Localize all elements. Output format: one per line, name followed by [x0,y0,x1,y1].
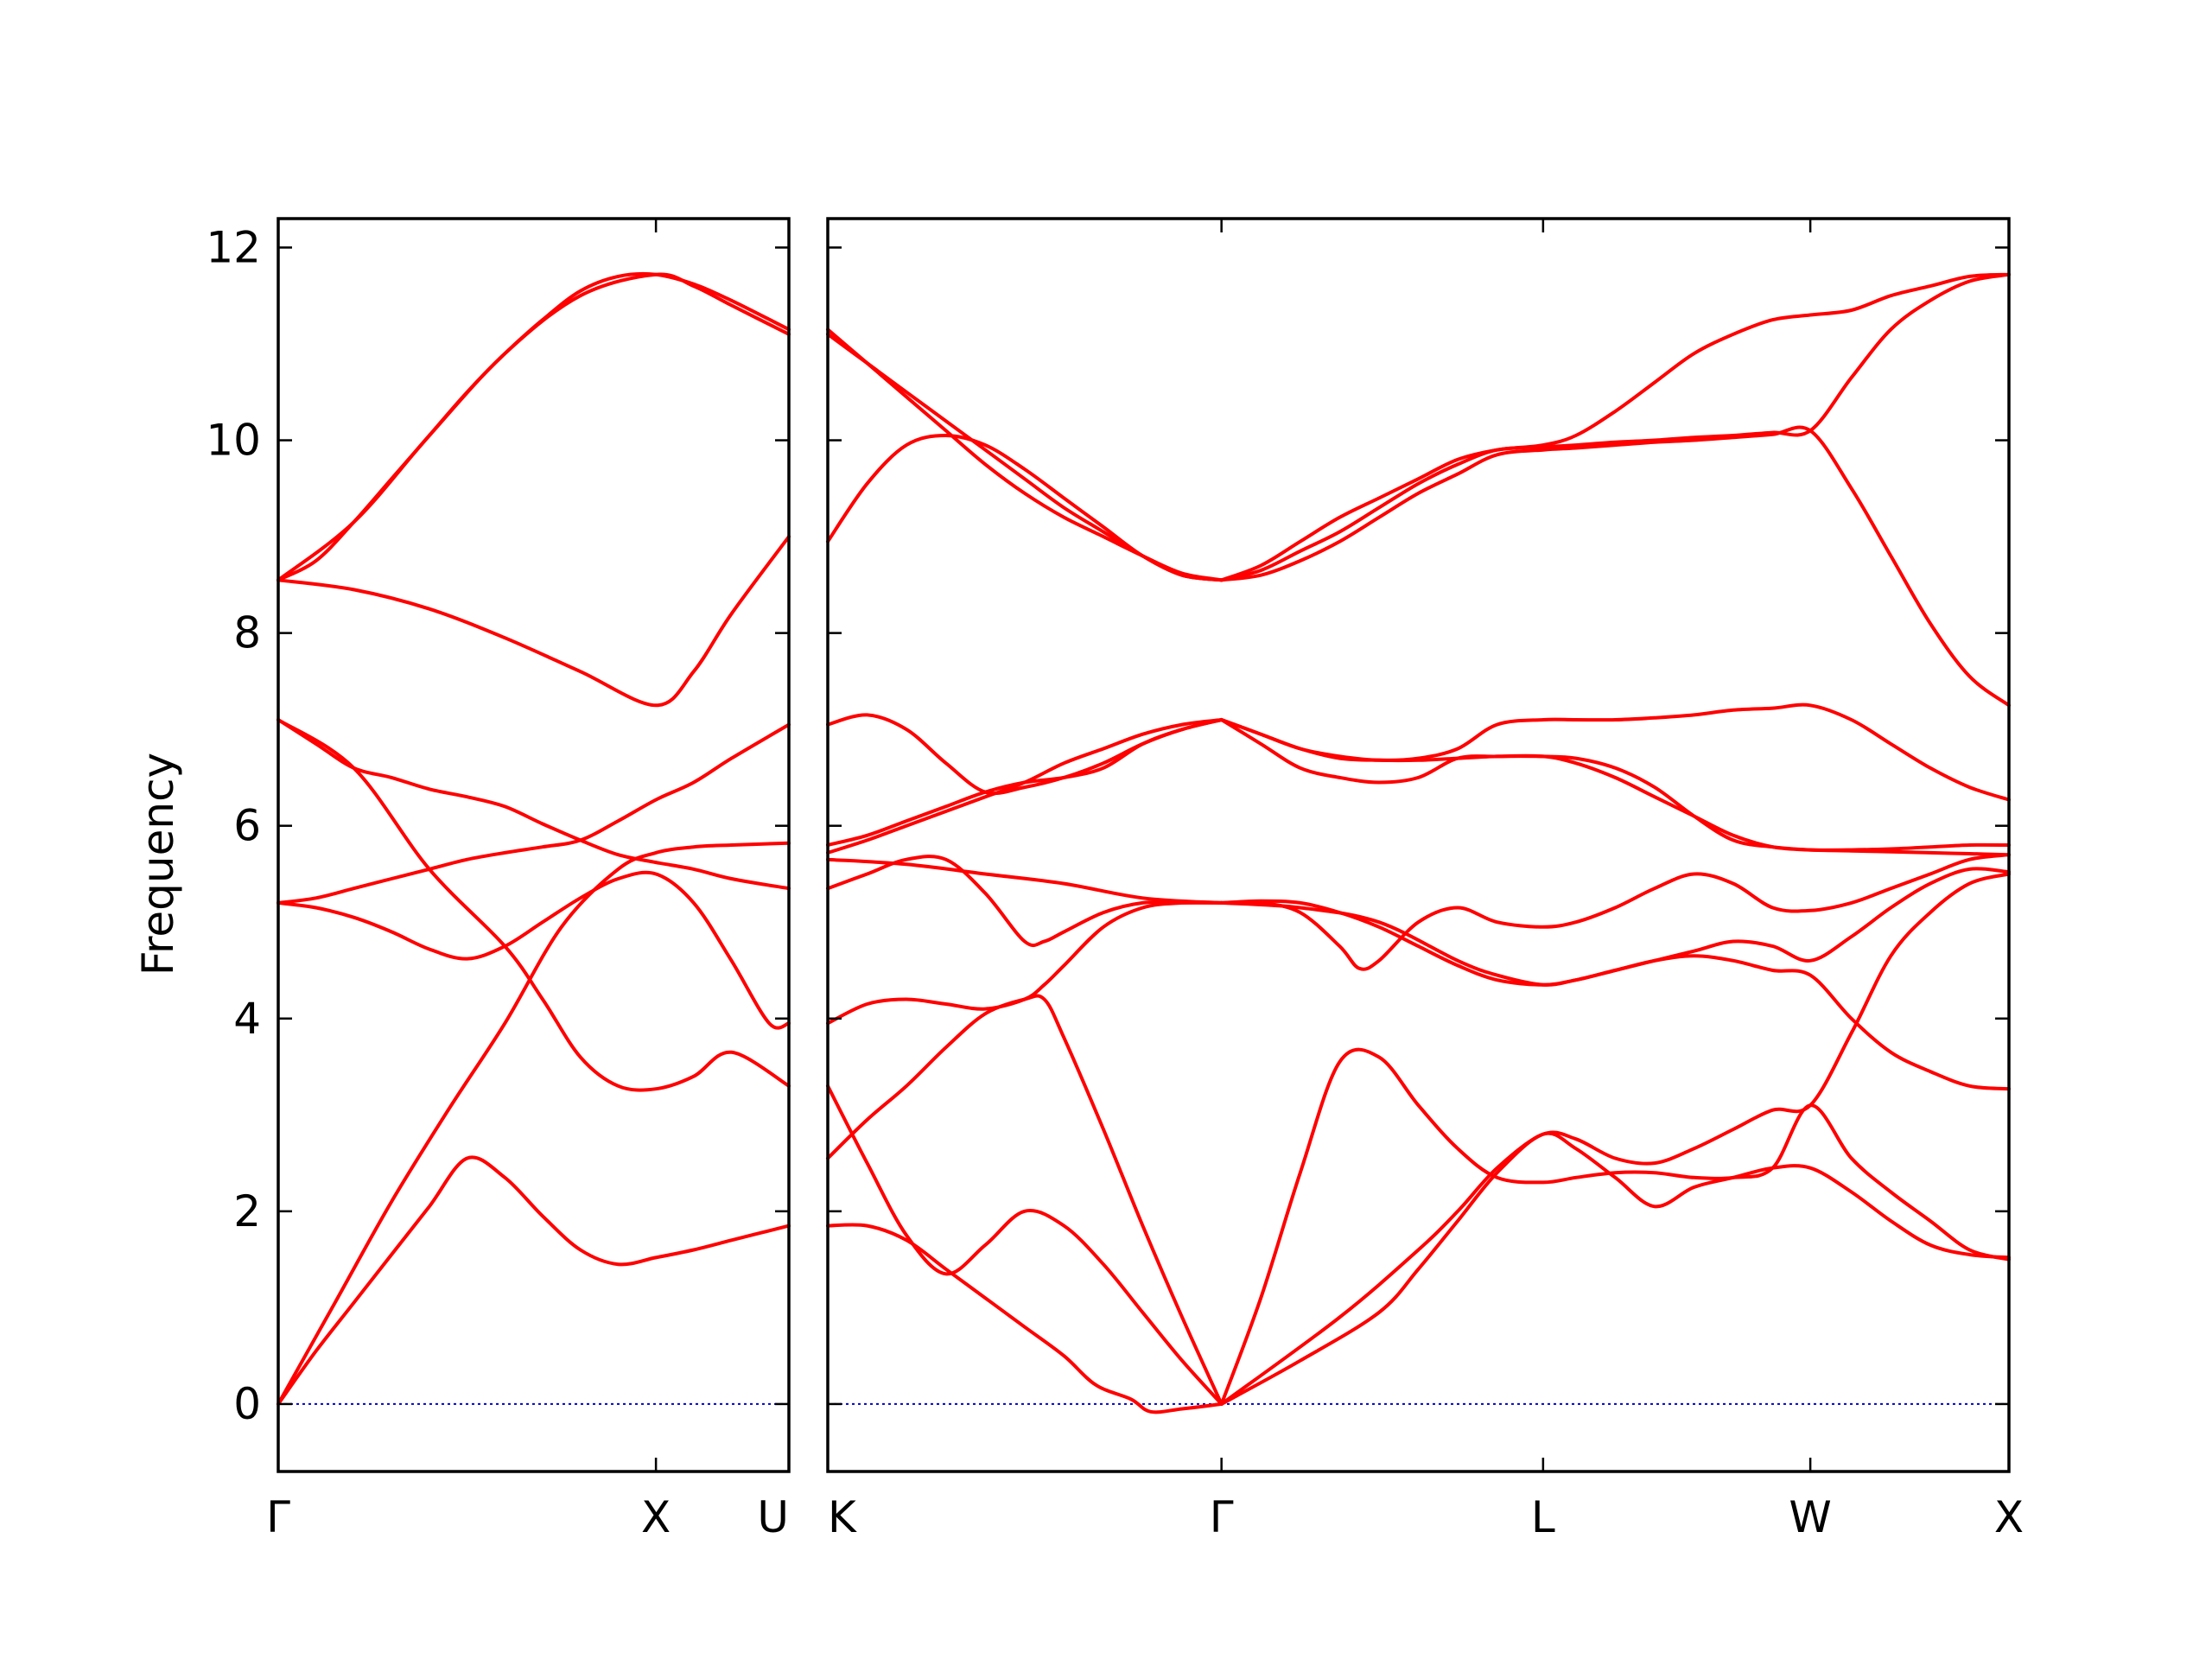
band-line-18 [1219,702,2011,802]
x-tick-label: K [828,1492,857,1542]
band-line-8 [276,271,791,582]
plot-frame [826,217,2011,1473]
y-tick-label: 10 [206,416,261,466]
y-tick-label: 2 [233,1186,261,1236]
x-tick-label: W [1789,1492,1831,1542]
band-line-10 [1219,853,2011,971]
band-line-19 [826,434,1224,582]
band-line-1 [826,1223,1224,1414]
y-axis-title: Frequency [133,753,183,976]
band-line-9 [276,272,791,582]
band-line-4 [1219,1047,2011,1406]
y-tick-label: 4 [233,994,261,1044]
x-tick-label: U [757,1492,789,1542]
band-line-3 [826,994,1224,1406]
y-tick-label: 12 [206,222,261,272]
band-line-4 [276,870,791,1030]
y-tick-label: 8 [233,608,261,658]
band-line-8 [826,855,1224,948]
band-line-6 [276,718,791,891]
y-tick-label: 6 [233,801,261,851]
panel-gamma-x-u: 0 2 4 6 8 10 12 Γ X U [206,217,791,1542]
band-line-3 [276,718,791,1092]
x-tick-label: Γ [1210,1492,1234,1542]
plot-frame [276,217,791,1473]
band-line-14 [826,718,1224,847]
band-line-5 [1219,1131,2011,1406]
band-line-7 [826,900,1224,1026]
band-line-7 [276,535,791,708]
band-line-6 [1219,872,2011,1406]
x-tick-label: X [1994,1492,2024,1542]
x-tick-label: L [1531,1492,1555,1542]
band-line-15 [826,713,1224,796]
y-tick-label: 0 [233,1379,261,1429]
band-line-12 [1219,900,2011,1091]
band-line-24 [1219,272,2011,582]
band-line-20 [826,327,1224,582]
band-line-2 [276,841,791,1406]
band-line-23 [1219,272,2011,582]
band-line-1 [276,1155,791,1406]
band-line-22 [1219,425,2011,708]
band-line-17 [1219,718,2011,857]
band-line-9 [826,857,1224,905]
band-line-11 [1219,867,2011,987]
band-line-2 [826,1084,1224,1406]
x-tick-label: X [641,1492,671,1542]
band-line-5 [276,722,791,905]
band-line-21 [826,332,1224,582]
x-tick-label: Γ [266,1492,290,1542]
band-line-16 [1219,718,2011,852]
